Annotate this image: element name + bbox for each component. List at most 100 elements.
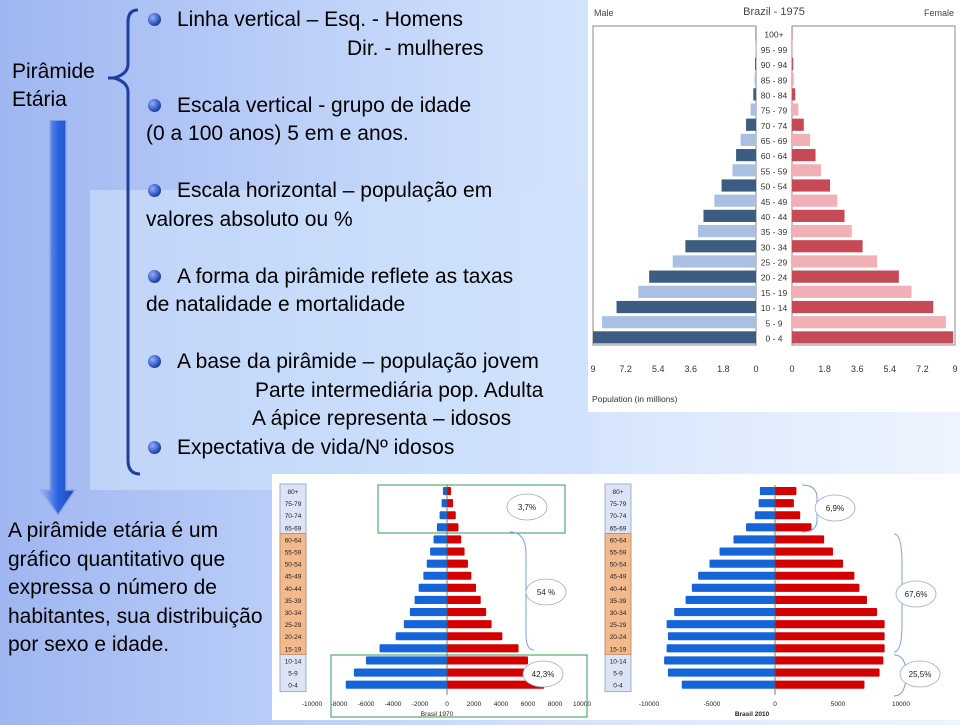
male-bar [354, 669, 447, 677]
age-group-label: 50-54 [285, 562, 302, 569]
chart-title: Brazil - 1975 [743, 6, 805, 18]
male-bar [638, 286, 756, 298]
male-bar [649, 271, 756, 283]
percentage-label: 67,6% [905, 590, 928, 599]
bullet-line: A forma da pirâmide reflete as taxas [177, 263, 596, 292]
female-bar [792, 301, 933, 313]
male-bar [437, 523, 447, 531]
bullet-line: Dir. - mulheres [177, 35, 596, 64]
male-bar [736, 149, 756, 161]
female-bar [792, 210, 845, 222]
age-group-label: 45-49 [285, 574, 302, 581]
age-group-label: 30 - 34 [761, 242, 788, 252]
female-bar [775, 572, 854, 580]
x-tick-label: 3.6 [851, 364, 864, 374]
male-bar [759, 499, 775, 507]
x-tick-label: 10000 [892, 701, 910, 708]
age-group-label: 65-69 [610, 525, 627, 532]
x-axis-label: Population (in millions) [592, 394, 678, 404]
male-bar [722, 179, 756, 191]
female-bar [775, 644, 885, 652]
male-bar [602, 316, 756, 328]
male-bar [668, 669, 775, 677]
bullet-icon [148, 99, 161, 112]
female-bar [775, 487, 796, 495]
bullet-line: valores absoluto ou % [146, 206, 596, 235]
female-bar [792, 271, 899, 283]
female-bar [792, 316, 946, 328]
male-bar [751, 103, 756, 115]
age-group-label: 20-24 [285, 634, 302, 641]
female-bar [447, 608, 486, 616]
male-bar [733, 535, 775, 543]
female-bar [792, 179, 830, 191]
age-group-label: 5-9 [288, 671, 298, 678]
x-tick-label: -5000 [704, 701, 721, 708]
x-tick-label: 4000 [494, 701, 509, 708]
bullet-icon [148, 355, 161, 368]
male-bar [746, 119, 756, 131]
x-tick-label: 1.8 [818, 364, 831, 374]
percentage-label: 6,9% [826, 504, 844, 513]
age-group-label: 25 - 29 [761, 258, 788, 268]
x-tick-label: -2000 [412, 701, 429, 708]
female-bar [792, 43, 793, 55]
age-group-label: 5-9 [613, 671, 623, 678]
bullet-item: Expectativa de vida/Nº idosos [146, 434, 596, 463]
bullet-line: Escala vertical - grupo de idade [177, 92, 596, 121]
female-bar [447, 523, 458, 531]
x-tick-label: 5.4 [884, 364, 897, 374]
pyramid-chart-1970-2010-svg: 80+75-7970-7465-6960-6455-5950-5445-4940… [272, 474, 960, 720]
male-bar [686, 596, 775, 604]
male-bar [720, 548, 775, 556]
age-group-label: 75 - 79 [761, 106, 788, 116]
percentage-label: 54 % [537, 588, 555, 597]
female-bar [775, 669, 880, 677]
bullet-line: Expectativa de vida/Nº idosos [177, 434, 596, 463]
female-bar [447, 644, 519, 652]
male-bar [396, 632, 447, 640]
x-tick-label: 7.2 [916, 364, 929, 374]
male-bar [692, 584, 775, 592]
description-text: A pirâmide etária é um gráfico quantitat… [8, 517, 270, 660]
female-bar [447, 584, 476, 592]
age-group-label: 55 - 59 [761, 166, 788, 176]
female-bar [792, 240, 863, 252]
age-group-label: 25-29 [285, 622, 302, 629]
x-tick-label: 5.4 [652, 364, 665, 374]
percentage-label: 42,3% [532, 670, 555, 679]
age-group-label: 30-34 [285, 610, 302, 617]
age-group-label: 75-79 [285, 501, 302, 508]
female-bar [775, 632, 885, 640]
female-bar [447, 548, 465, 556]
male-bar [698, 572, 775, 580]
age-group-label: 85 - 89 [761, 75, 788, 85]
age-group-label: 40-44 [610, 586, 627, 593]
male-bar [755, 511, 775, 519]
age-group-label: 35-39 [285, 598, 302, 605]
bullet-line: Parte intermediária pop. Adulta [177, 377, 596, 406]
age-group-label: 80+ [612, 489, 623, 496]
female-bar [792, 73, 794, 85]
female-bar [792, 164, 821, 176]
female-bar [447, 572, 471, 580]
male-bar [760, 487, 775, 495]
percentage-label: 25,5% [909, 670, 932, 679]
male-bar [755, 73, 756, 85]
bullet-icon [148, 270, 161, 283]
age-group-label: 70-74 [610, 513, 627, 520]
female-bar [447, 487, 451, 495]
x-tick-label: 6000 [521, 701, 536, 708]
female-bar [792, 286, 912, 298]
bullet-list: Linha vertical – Esq. - Homens Dir. - mu… [146, 6, 596, 462]
male-bar [667, 620, 775, 628]
female-bar [792, 88, 795, 100]
female-bar [775, 523, 812, 531]
age-group-label: 5 - 9 [765, 318, 782, 328]
x-tick-label: -10000 [639, 701, 660, 708]
bullet-item: A forma da pirâmide reflete as taxas de … [146, 263, 596, 320]
x-tick-label: 1.8 [717, 364, 730, 374]
male-bar [674, 608, 775, 616]
age-group-label: 50-54 [610, 562, 627, 569]
age-group-label: 60-64 [285, 537, 302, 544]
